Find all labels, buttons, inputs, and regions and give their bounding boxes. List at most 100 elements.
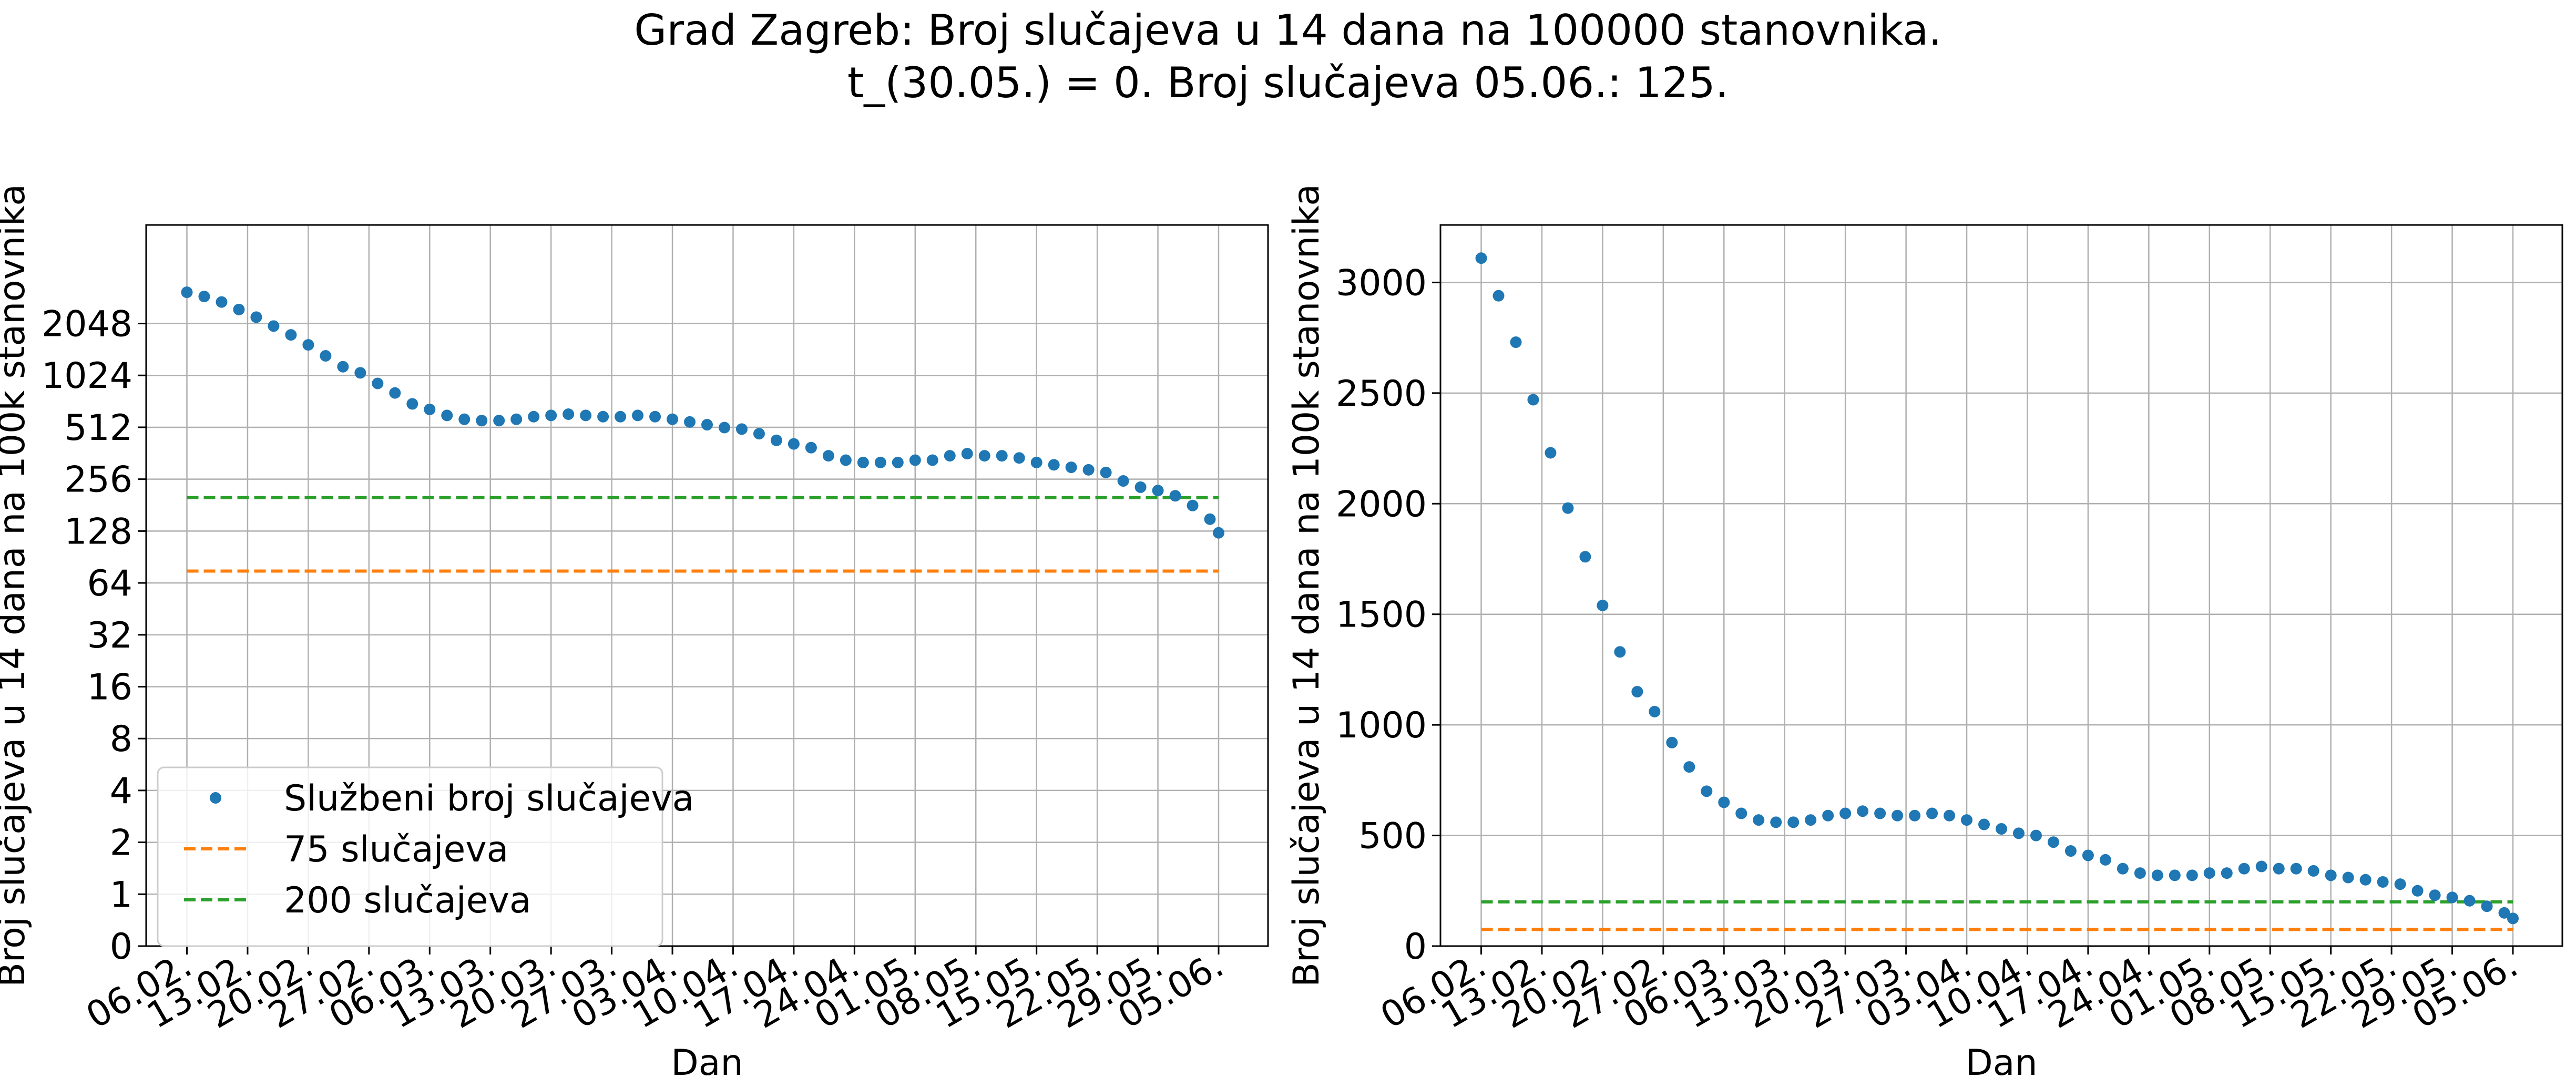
left-y-tick-label: 1024 <box>42 355 132 397</box>
right-data-point <box>1996 823 2007 835</box>
right-data-point <box>1614 646 1626 658</box>
right-data-point <box>2394 878 2406 890</box>
right-data-point <box>2411 885 2424 897</box>
left-y-tick-label: 512 <box>64 407 132 449</box>
left-data-point <box>563 408 575 420</box>
left-y-tick-label: 4 <box>110 771 132 812</box>
left-data-point <box>320 350 332 362</box>
panel-right-linear: 05001000150020002500300006.02.13.02.20.0… <box>1286 184 2563 1084</box>
right-y-tick-label: 2000 <box>1336 484 1427 525</box>
left-data-point <box>701 419 713 431</box>
right-data-point <box>2463 895 2476 907</box>
right-y-axis-label: Broj slučajeva u 14 dana na 100k stanovn… <box>1286 184 1327 987</box>
left-data-point <box>441 409 453 422</box>
right-y-tick-label: 2500 <box>1336 373 1427 415</box>
right-data-point <box>1683 761 1695 773</box>
figure-title: Grad Zagreb: Broj slučajeva u 14 dana na… <box>0 4 2576 109</box>
left-data-point <box>944 450 956 462</box>
right-data-point <box>1787 816 1800 828</box>
left-y-tick-label: 8 <box>110 719 132 760</box>
left-data-point <box>476 415 488 427</box>
left-data-point <box>788 438 800 450</box>
right-data-point <box>2255 860 2267 873</box>
left-data-point <box>615 410 627 423</box>
right-data-point <box>2498 907 2510 919</box>
right-data-point <box>2030 829 2042 841</box>
left-data-point <box>892 456 904 468</box>
right-data-point <box>1944 809 1956 822</box>
left-data-point <box>545 409 557 422</box>
left-y-tick-label: 128 <box>64 511 132 552</box>
right-y-tick-label: 1000 <box>1336 705 1427 746</box>
figure-title-line-1: Grad Zagreb: Broj slučajeva u 14 dana na… <box>634 6 1942 55</box>
legend-box <box>157 766 663 947</box>
left-data-point <box>1082 464 1095 476</box>
right-data-point <box>2134 867 2146 879</box>
right-data-point <box>2307 865 2319 877</box>
left-data-point <box>233 303 245 315</box>
left-data-point <box>493 415 505 427</box>
right-y-tick-label: 500 <box>1358 816 1427 857</box>
left-data-point <box>1065 461 1077 474</box>
right-data-point <box>1562 502 1574 514</box>
left-data-point <box>770 434 782 446</box>
right-data-point <box>1510 336 1522 348</box>
left-data-point <box>805 442 817 454</box>
left-data-point <box>510 413 523 425</box>
right-data-point <box>2012 827 2025 839</box>
right-data-point <box>2342 871 2354 884</box>
legend-marker-official <box>210 792 221 804</box>
right-data-point <box>1649 705 1661 717</box>
right-data-point <box>1892 809 1904 822</box>
figure-title-line-2: t_(30.05.) = 0. Broj slučajeva 05.06.: 1… <box>847 58 1729 107</box>
legend-label: 75 slučajeva <box>284 829 508 870</box>
right-data-point <box>1718 796 1730 808</box>
left-data-point <box>337 361 349 373</box>
left-data-point <box>285 329 297 341</box>
left-data-point <box>1048 459 1060 471</box>
right-data-point <box>1493 290 1505 302</box>
left-data-point <box>978 450 990 462</box>
left-y-tick-label: 256 <box>64 459 132 501</box>
left-data-point <box>667 413 679 425</box>
right-data-point <box>1579 551 1591 563</box>
left-y-tick-label: 1 <box>110 874 132 916</box>
right-data-point <box>2429 889 2441 901</box>
right-data-point <box>2099 854 2111 866</box>
legend-label: 200 slučajeva <box>284 880 531 921</box>
left-data-point <box>458 413 471 425</box>
right-data-point <box>2377 876 2389 888</box>
left-y-tick-label: 2 <box>110 823 132 864</box>
right-data-point <box>1839 807 1852 819</box>
left-data-point <box>1152 485 1164 497</box>
left-data-point <box>874 456 886 468</box>
right-data-point <box>2082 849 2094 861</box>
right-data-point <box>1961 814 1973 826</box>
right-data-point <box>1545 447 1557 459</box>
left-data-point <box>580 409 592 422</box>
left-data-point <box>597 410 609 423</box>
legend-label: Službeni broj slučajeva <box>284 778 694 819</box>
right-data-point <box>1753 814 1765 826</box>
left-data-point <box>926 454 938 466</box>
left-data-point <box>735 423 748 435</box>
left-data-point <box>250 311 262 323</box>
left-data-point <box>268 320 280 332</box>
left-data-point <box>406 398 418 410</box>
right-data-point <box>2186 869 2198 881</box>
left-data-point <box>1134 481 1147 493</box>
right-data-point <box>2169 869 2181 881</box>
right-data-point <box>2221 867 2233 879</box>
left-data-point <box>1169 490 1181 502</box>
left-data-point <box>909 454 921 466</box>
right-data-point <box>2290 863 2302 875</box>
right-data-point <box>1735 807 1747 819</box>
left-data-point <box>181 286 193 299</box>
left-data-point <box>684 416 696 428</box>
right-data-point <box>1805 814 1817 826</box>
right-data-point <box>1874 807 1886 819</box>
left-data-point <box>753 428 765 440</box>
left-data-point <box>718 422 730 434</box>
left-y-tick-label: 32 <box>87 615 132 656</box>
